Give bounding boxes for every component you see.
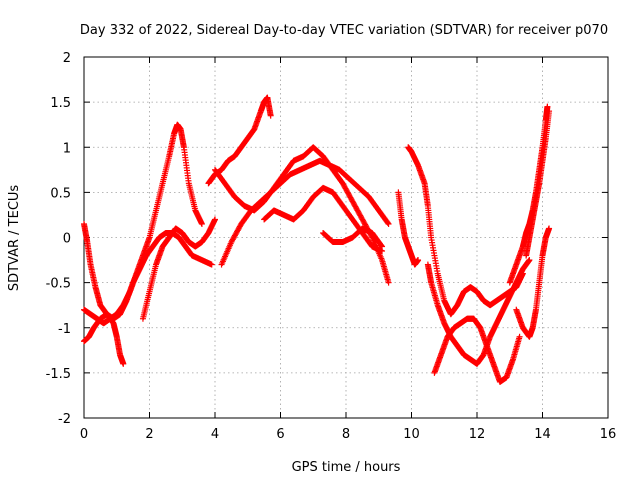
- series-arc-9: [320, 225, 386, 250]
- series-arc-2: [81, 311, 127, 367]
- y-tick-label: -1.5: [46, 367, 71, 382]
- y-tick-label: -0.5: [46, 277, 71, 292]
- y-axis-label: SDTVAR / TECUs: [7, 185, 22, 292]
- data-points: [81, 94, 553, 385]
- x-tick-label: 10: [403, 427, 420, 442]
- y-tick-label: 0: [63, 232, 71, 247]
- y-tick-label: 1: [63, 141, 71, 156]
- data-point: [385, 279, 392, 286]
- x-tick-label: 8: [342, 427, 350, 442]
- data-point: [267, 112, 274, 119]
- axis-ticks: [83, 56, 609, 419]
- y-tick-labels: 2 1.5 1 0.5 0 -0.5 -1 -1.5 -2: [46, 51, 71, 427]
- series-arc-10: [395, 189, 422, 268]
- data-point: [120, 360, 127, 367]
- x-tick-label: 4: [211, 427, 219, 442]
- data-point: [379, 243, 386, 250]
- chart-title: Day 332 of 2022, Sidereal Day-to-day VTE…: [80, 23, 608, 38]
- x-tick-label: 0: [80, 427, 88, 442]
- x-axis-label: GPS time / hours: [292, 460, 401, 475]
- series-arc-5: [205, 94, 274, 187]
- series-arc-6: [218, 157, 392, 268]
- series-arc-11: [405, 144, 526, 318]
- x-tick-labels: 0 2 4 6 8 10 12 14 16: [80, 427, 616, 442]
- data-point: [208, 261, 215, 268]
- x-tick-label: 14: [534, 427, 551, 442]
- y-tick-label: 0.5: [50, 186, 71, 201]
- y-tick-label: -2: [58, 412, 71, 427]
- x-tick-label: 12: [469, 427, 486, 442]
- data-point: [378, 242, 385, 249]
- series-arc-3: [81, 121, 205, 327]
- data-point: [212, 216, 218, 223]
- y-tick-label: 1.5: [50, 96, 71, 111]
- y-tick-label: -1: [58, 322, 71, 337]
- y-tick-label: 2: [63, 51, 71, 66]
- data-point: [198, 220, 205, 227]
- x-tick-label: 6: [276, 427, 284, 442]
- data-point: [384, 219, 391, 226]
- data-point: [385, 220, 392, 227]
- x-tick-label: 16: [600, 427, 617, 442]
- data-point: [415, 257, 422, 264]
- x-tick-label: 2: [145, 427, 153, 442]
- series-arc-4: [139, 216, 218, 322]
